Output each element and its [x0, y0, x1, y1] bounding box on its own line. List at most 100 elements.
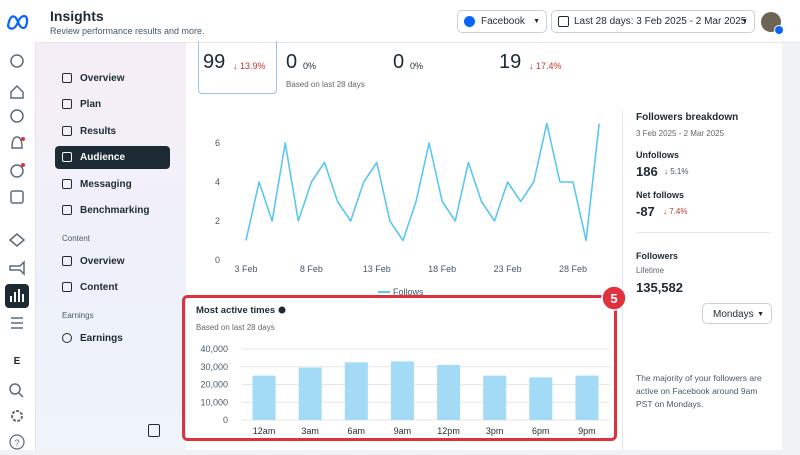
- stat-value: 19: [499, 51, 522, 73]
- stat-value: 0: [286, 51, 298, 73]
- nav-item[interactable]: Messaging: [55, 173, 170, 196]
- y-tick-label: 6: [215, 138, 220, 148]
- panel-period: 3 Feb 2025 - 2 Mar 2025: [636, 129, 725, 138]
- icon: [18, 392, 24, 398]
- icon[interactable]: [9, 434, 25, 450]
- icon[interactable]: [11, 136, 23, 149]
- x-tick-label: 12pm: [437, 426, 460, 436]
- header: Insights Review performance results and …: [35, 0, 800, 43]
- bar: [483, 375, 507, 420]
- avatar-badge: [774, 25, 784, 35]
- rail-letter[interactable]: E: [14, 356, 21, 367]
- divider: [636, 232, 770, 233]
- icon[interactable]: [8, 233, 26, 247]
- metric-label: Followers: [636, 251, 679, 261]
- stat-note: Based on last 28 days: [286, 80, 365, 89]
- y-tick-label: 0: [223, 415, 228, 425]
- divider: [622, 110, 623, 450]
- x-tick-label: 6am: [348, 426, 366, 436]
- bar: [390, 361, 414, 420]
- bar: [437, 364, 461, 420]
- x-tick-label: 18 Feb: [428, 264, 456, 274]
- chart-title: Most active times: [196, 305, 275, 316]
- platform-dropdown[interactable]: Facebook ▼: [457, 10, 547, 33]
- badge-dot: [21, 137, 25, 141]
- bar: [529, 377, 553, 420]
- metric-change: ↓ 7.4%: [663, 207, 688, 216]
- stat-change: 0%: [303, 61, 317, 71]
- y-tick-label: 40,000: [200, 344, 228, 354]
- x-tick-label: 23 Feb: [494, 264, 522, 274]
- page-subtitle: Review performance results and more.: [50, 26, 205, 36]
- nav-item[interactable]: Benchmarking: [55, 199, 170, 222]
- section-heading: Earnings: [62, 311, 94, 320]
- x-tick-label: 6pm: [532, 426, 550, 436]
- metric-sub: Lifetime: [636, 266, 665, 275]
- metric-label: Net follows: [636, 190, 685, 200]
- y-tick-label: 2: [215, 216, 220, 226]
- nav-item[interactable]: Plan: [55, 93, 170, 116]
- stat-change: ↓ 13.9%: [233, 61, 266, 71]
- metric-change: ↓ 5.1%: [664, 167, 689, 176]
- icon[interactable]: [9, 383, 21, 395]
- icon[interactable]: [10, 190, 24, 204]
- nav-item[interactable]: Earnings: [55, 327, 170, 350]
- icon[interactable]: [10, 109, 24, 123]
- meta-logo: [6, 14, 29, 30]
- panel-title: Followers breakdown: [636, 112, 739, 123]
- x-tick-label: 9am: [394, 426, 412, 436]
- rail-icons: E ?: [5, 14, 29, 450]
- legend-label: Follows: [393, 287, 424, 297]
- icon[interactable]: [10, 84, 24, 99]
- insight-text: The majority of your followers are activ…: [636, 373, 762, 409]
- help[interactable]: ?: [14, 438, 19, 448]
- annotation-number: 5: [610, 291, 617, 306]
- info-icon: [278, 306, 286, 314]
- nav-item[interactable]: Overview: [55, 250, 170, 273]
- date-label: Last 28 days: 3 Feb 2025 - 2 Mar 2025: [574, 16, 747, 27]
- annotation-badge: [601, 285, 627, 311]
- icon[interactable]: [9, 260, 25, 276]
- x-tick-label: 8 Feb: [300, 264, 323, 274]
- bar: [575, 375, 599, 420]
- page-title: Insights: [50, 8, 104, 24]
- metric-value: 186: [636, 164, 658, 179]
- x-tick-label: 12am: [253, 426, 276, 436]
- badge-dot: [21, 163, 25, 167]
- metric-label: Unfollows: [636, 150, 679, 160]
- date-dropdown[interactable]: Last 28 days: 3 Feb 2025 - 2 Mar 2025 ▼: [551, 10, 755, 33]
- nav-item[interactable]: Audience: [55, 146, 170, 170]
- bar: [344, 362, 368, 420]
- highlight-box: [182, 295, 617, 441]
- selected-stat[interactable]: [198, 41, 277, 94]
- y-tick-label: 30,000: [200, 362, 228, 372]
- icon[interactable]: [10, 54, 24, 68]
- platform-label: Facebook: [481, 16, 525, 27]
- y-tick-label: 0: [215, 255, 220, 265]
- y-tick-label: 10,000: [200, 397, 228, 407]
- stat-value: 0: [393, 51, 405, 73]
- bar: [298, 367, 322, 420]
- line-series: [245, 122, 600, 242]
- sidebar: [36, 43, 186, 450]
- x-tick-label: 13 Feb: [363, 264, 391, 274]
- y-tick-label: 4: [215, 177, 220, 187]
- day-dropdown[interactable]: Mondays ▼: [702, 303, 772, 324]
- icon[interactable]: [10, 164, 24, 178]
- nav-item[interactable]: Results: [55, 120, 170, 143]
- icon[interactable]: [11, 317, 23, 329]
- icon[interactable]: [11, 410, 23, 422]
- chart-subtitle: Based on last 28 days: [196, 323, 275, 332]
- collapse-button[interactable]: [148, 424, 160, 437]
- icon-rail: E ?: [0, 0, 36, 450]
- stat-change: ↓ 17.4%: [529, 61, 562, 71]
- x-tick-label: 3 Feb: [234, 264, 257, 274]
- bar: [252, 375, 276, 420]
- nav-item[interactable]: Overview: [55, 67, 170, 90]
- icon: [10, 289, 24, 302]
- stat-value: 99: [203, 51, 226, 73]
- metric-value: -87: [636, 204, 655, 219]
- nav-item[interactable]: Content: [55, 276, 170, 299]
